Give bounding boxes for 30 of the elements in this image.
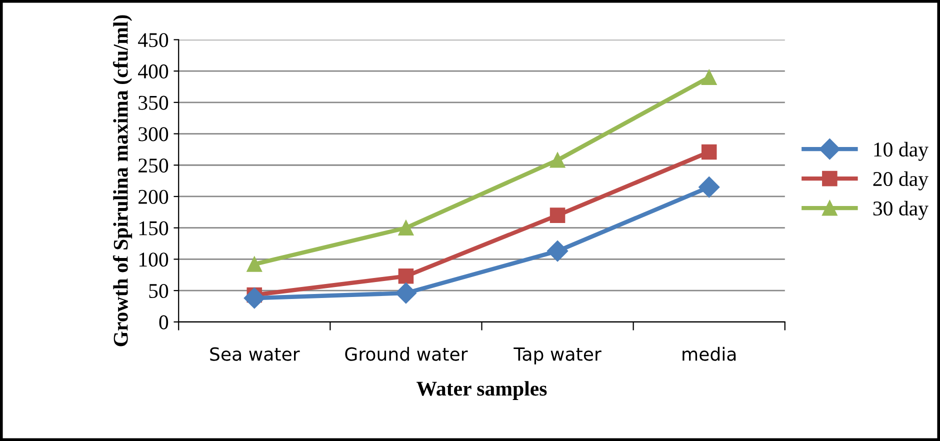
point bbox=[701, 70, 717, 85]
y-tick-label: 100 bbox=[139, 252, 168, 267]
legend-label: 30 day bbox=[873, 200, 928, 220]
point bbox=[398, 220, 414, 236]
x-tick-label: Sea water bbox=[210, 347, 300, 361]
y-tick-label: 450 bbox=[138, 33, 168, 48]
y-tick-label: 400 bbox=[138, 64, 168, 78]
y-tick-label: 350 bbox=[138, 96, 168, 110]
point bbox=[550, 152, 566, 168]
y-axis-title: Growth of Spirulina maxima (cfu/ml) bbox=[112, 15, 132, 346]
point bbox=[246, 256, 262, 272]
point bbox=[547, 240, 568, 262]
x-tick-label: Tap water bbox=[514, 347, 602, 364]
y-tick-label: 250 bbox=[138, 158, 168, 173]
y-tick-label: 300 bbox=[138, 127, 168, 142]
point bbox=[698, 176, 720, 198]
y-tick-label: 0 bbox=[159, 315, 168, 330]
point bbox=[398, 268, 414, 284]
point bbox=[395, 282, 416, 304]
x-axis-title: Water samples bbox=[416, 381, 547, 400]
point bbox=[550, 208, 566, 223]
x-tick-label: Ground water bbox=[345, 346, 468, 361]
point bbox=[701, 144, 717, 160]
point bbox=[244, 288, 265, 309]
y-tick-label: 50 bbox=[149, 284, 168, 298]
y-tick-label: 200 bbox=[138, 190, 168, 204]
y-tick-label: 150 bbox=[139, 221, 168, 236]
x-tick-label: media bbox=[682, 346, 736, 361]
legend-label: 10 day bbox=[874, 142, 928, 161]
legend-label: 20 day bbox=[873, 171, 928, 190]
